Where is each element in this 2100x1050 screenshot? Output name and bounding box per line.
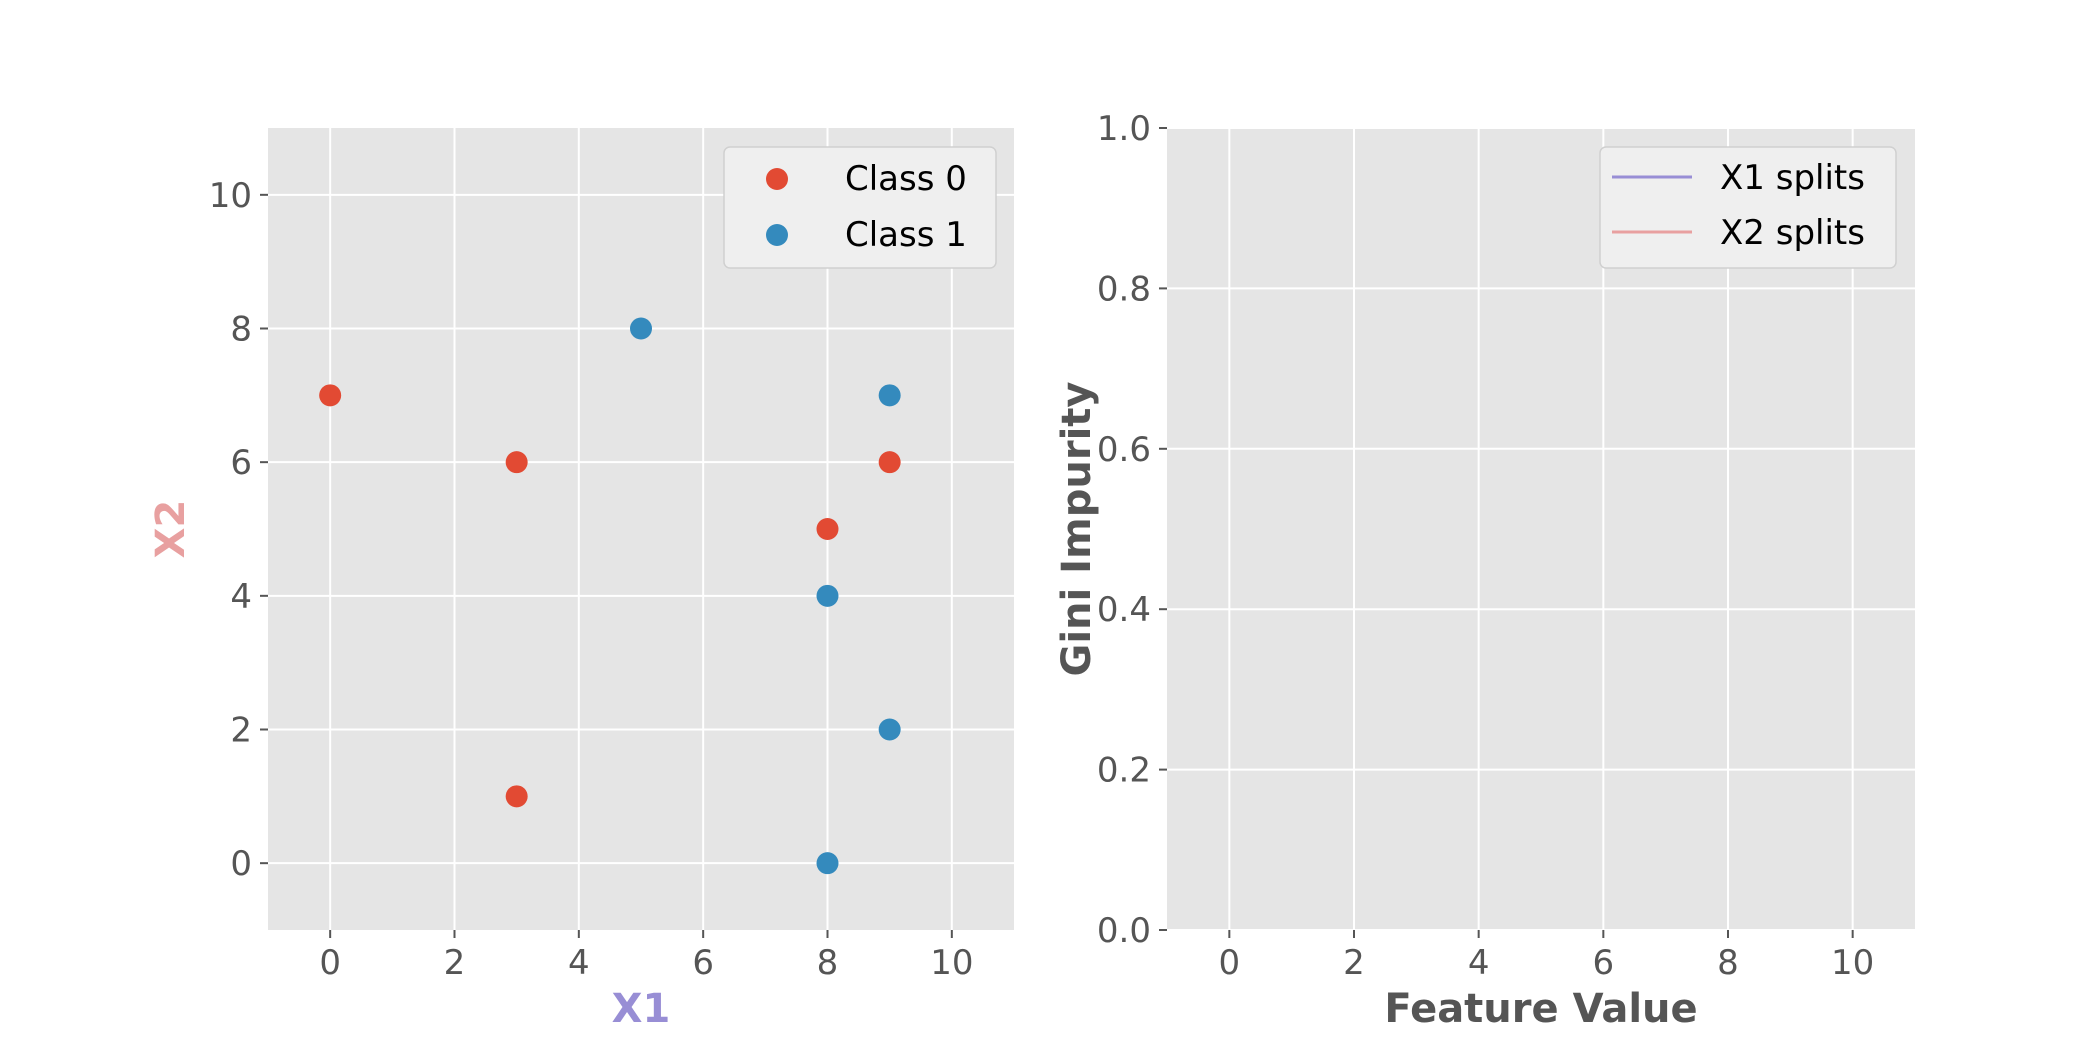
data-point-class-1 (816, 584, 839, 607)
scatter-legend-box (723, 146, 997, 269)
tick-label-y: 2 (230, 711, 252, 751)
gini-grid (1167, 127, 1915, 931)
gini-ticks: 0 2 4 6 8 10 0.0 0.2 0.4 0.6 0.8 1.0 (1097, 109, 1874, 983)
scatter-panel: 0 2 4 6 8 10 0 2 4 6 8 10 X1 X2 Class 0 Class 1 (148, 128, 1014, 1032)
tick-label-x: 6 (1593, 943, 1615, 983)
tick-label-x: 0 (1219, 943, 1241, 983)
legend-label-x1-splits: X1 splits (1720, 158, 1865, 198)
tick-label-x: 0 (319, 943, 341, 983)
legend-marker-class-1 (766, 224, 788, 246)
gini-legend: X1 splits X2 splits (1599, 146, 1897, 269)
legend-label-class-1: Class 1 (845, 215, 967, 255)
tick-label-y: 0.8 (1097, 269, 1151, 309)
tick-label-x: 4 (1468, 943, 1490, 983)
legend-label-class-0: Class 0 (845, 159, 967, 199)
legend-marker-class-0 (766, 168, 788, 190)
tick-label-y: 0.4 (1097, 590, 1151, 630)
gini-y-axis-label: Gini Impurity (1054, 382, 1100, 677)
data-point-class-0 (878, 451, 901, 474)
data-point-class-1 (878, 384, 901, 407)
data-point-class-0 (319, 384, 342, 407)
scatter-points (319, 317, 901, 875)
tick-label-x: 10 (930, 943, 973, 983)
gini-x-axis-label: Feature Value (1384, 986, 1697, 1032)
gini-panel: 0 2 4 6 8 100.00.20.40.60.81.0 Feature Value … (1054, 109, 1915, 1032)
scatter-x-axis-label: X1 (612, 986, 671, 1032)
legend-label-x2-splits: X2 splits (1720, 213, 1865, 253)
data-point-class-0 (816, 518, 839, 540)
tick-label-x: 10 (1831, 943, 1874, 983)
tick-label-x: 2 (444, 943, 466, 983)
tick-label-y: 4 (230, 577, 252, 617)
scatter-ticks: 0 2 4 6 8 10 0 2 4 6 8 10 (209, 176, 974, 983)
tick-label-y: 0.0 (1097, 911, 1151, 951)
data-point-class-0 (505, 451, 528, 474)
tick-label-x: 8 (817, 943, 839, 983)
tick-label-y: 1.0 (1097, 109, 1151, 149)
tick-label-y: 0.6 (1097, 430, 1151, 470)
tick-label-x: 2 (1343, 943, 1365, 983)
tick-label-y: 0 (230, 844, 252, 884)
data-point-class-1 (630, 317, 652, 340)
tick-label-y: 6 (230, 443, 252, 483)
tick-label-y: 0.2 (1097, 751, 1151, 791)
data-point-class-0 (505, 785, 528, 808)
tick-label-x: 4 (568, 943, 590, 983)
tick-label-x: 8 (1717, 943, 1739, 983)
tick-label-x: 6 (692, 943, 714, 983)
tick-label-y: 10 (209, 176, 252, 216)
data-point-class-1 (816, 852, 839, 875)
scatter-legend: Class 0 Class 1 (723, 146, 997, 269)
tick-label-y: 8 (230, 310, 252, 350)
data-point-class-1 (878, 718, 901, 741)
scatter-y-axis-label: X2 (148, 500, 194, 559)
